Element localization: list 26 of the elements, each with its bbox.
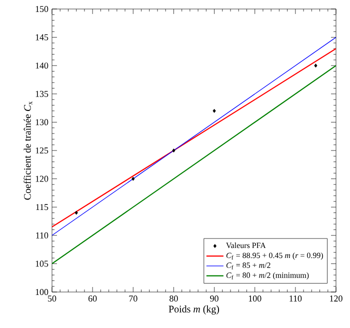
y-tick-label: 140 (36, 62, 48, 69)
y-tick-label: 145 (36, 34, 48, 40)
x-tick-label: 100 (248, 296, 262, 302)
x-tick-label: 110 (290, 296, 302, 302)
y-tick-label: 135 (36, 90, 48, 97)
x-tick-label: 70 (129, 296, 138, 302)
point (314, 64, 318, 68)
point (172, 148, 176, 152)
x-tick-label: 50 (48, 296, 56, 302)
y-tick-label: 110 (36, 232, 48, 238)
y-tick-label: 115 (36, 204, 48, 210)
y-tick-label: 100 (36, 288, 48, 296)
x-tick-label: 80 (170, 296, 178, 302)
x-tick-label: 60 (88, 296, 97, 302)
y-tick-label: 130 (36, 119, 48, 126)
y-tick-label: 125 (36, 147, 48, 154)
x-tick-label: 90 (210, 296, 218, 302)
x-axis-title: Poids m (kg) (168, 305, 220, 314)
y-tick-label: 150 (36, 6, 48, 12)
x-tick-label: 120 (330, 296, 342, 302)
y-tick-label: 105 (36, 260, 48, 267)
point (132, 176, 135, 181)
y-tick-label: 120 (36, 176, 48, 182)
point (74, 210, 78, 215)
y-axis-title: Coefficient de traînée C$_{x}$ (24, 101, 32, 200)
point (212, 108, 216, 113)
